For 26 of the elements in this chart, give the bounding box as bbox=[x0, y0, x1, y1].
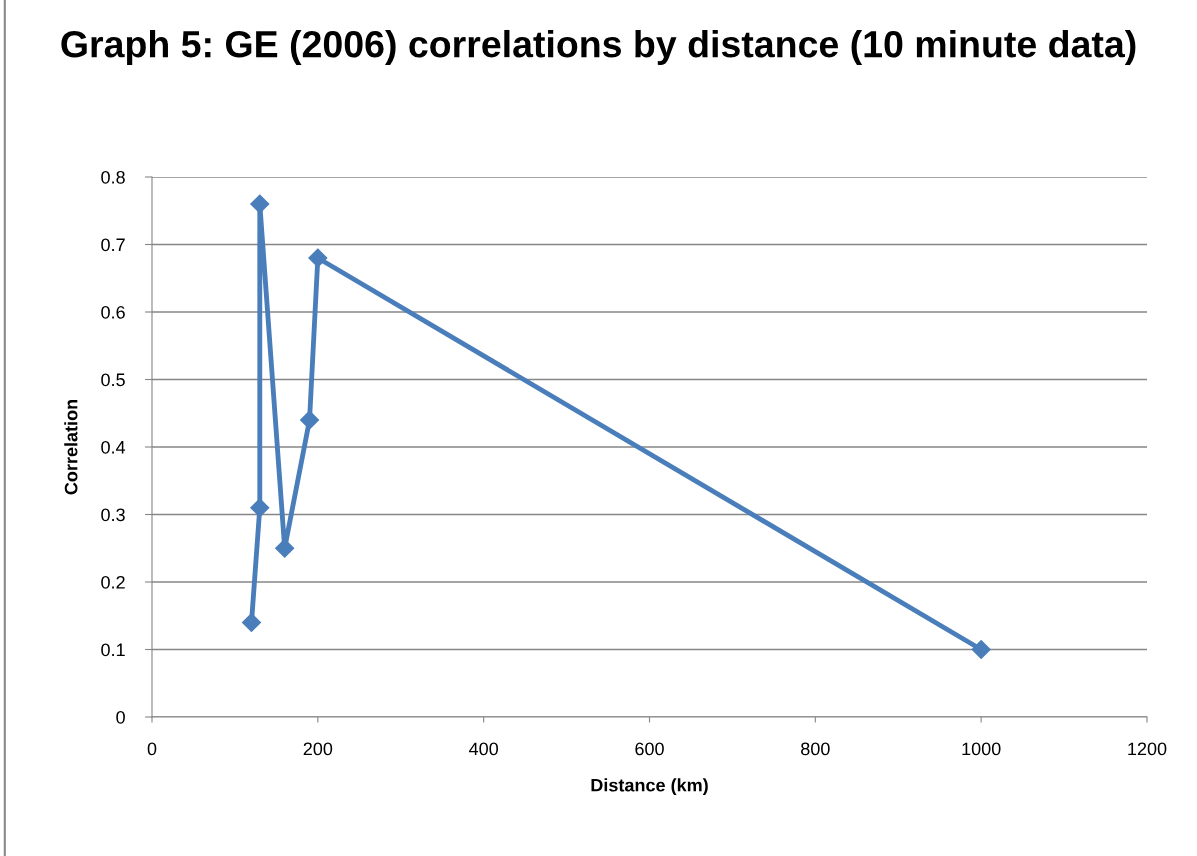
x-axis-title: Distance (km) bbox=[591, 778, 708, 796]
chart-title: Graph 5: GE (2006) correlations by distance (10 minute data) bbox=[61, 29, 1136, 65]
y-tick-label: 0 bbox=[116, 710, 125, 724]
y-axis-title: Correlation bbox=[64, 399, 78, 495]
x-tick-label: 600 bbox=[635, 742, 664, 756]
x-tick-label: 800 bbox=[801, 742, 830, 756]
y-tick-label: 0.6 bbox=[101, 305, 125, 319]
y-tick-label: 0.5 bbox=[101, 373, 125, 387]
x-tick-label: 0 bbox=[147, 742, 157, 756]
y-tick-label: 0.4 bbox=[101, 440, 126, 454]
y-tick-label: 0.8 bbox=[101, 170, 125, 184]
point bbox=[250, 194, 270, 214]
point bbox=[971, 639, 991, 660]
y-tick-label: 0.7 bbox=[101, 238, 125, 252]
x-tick-label: 200 bbox=[303, 742, 333, 756]
y-tick-label: 0.2 bbox=[101, 575, 125, 589]
x-tick-label: 1200 bbox=[1128, 742, 1167, 756]
x-tick-label: 400 bbox=[469, 742, 499, 756]
y-tick-label: 0.3 bbox=[101, 508, 125, 522]
point bbox=[250, 498, 270, 518]
point bbox=[275, 538, 295, 558]
x-tick-label: 1000 bbox=[962, 742, 1001, 756]
point bbox=[308, 248, 328, 268]
y-tick-label: 0.1 bbox=[101, 643, 125, 657]
point bbox=[241, 612, 262, 633]
point bbox=[300, 410, 320, 430]
